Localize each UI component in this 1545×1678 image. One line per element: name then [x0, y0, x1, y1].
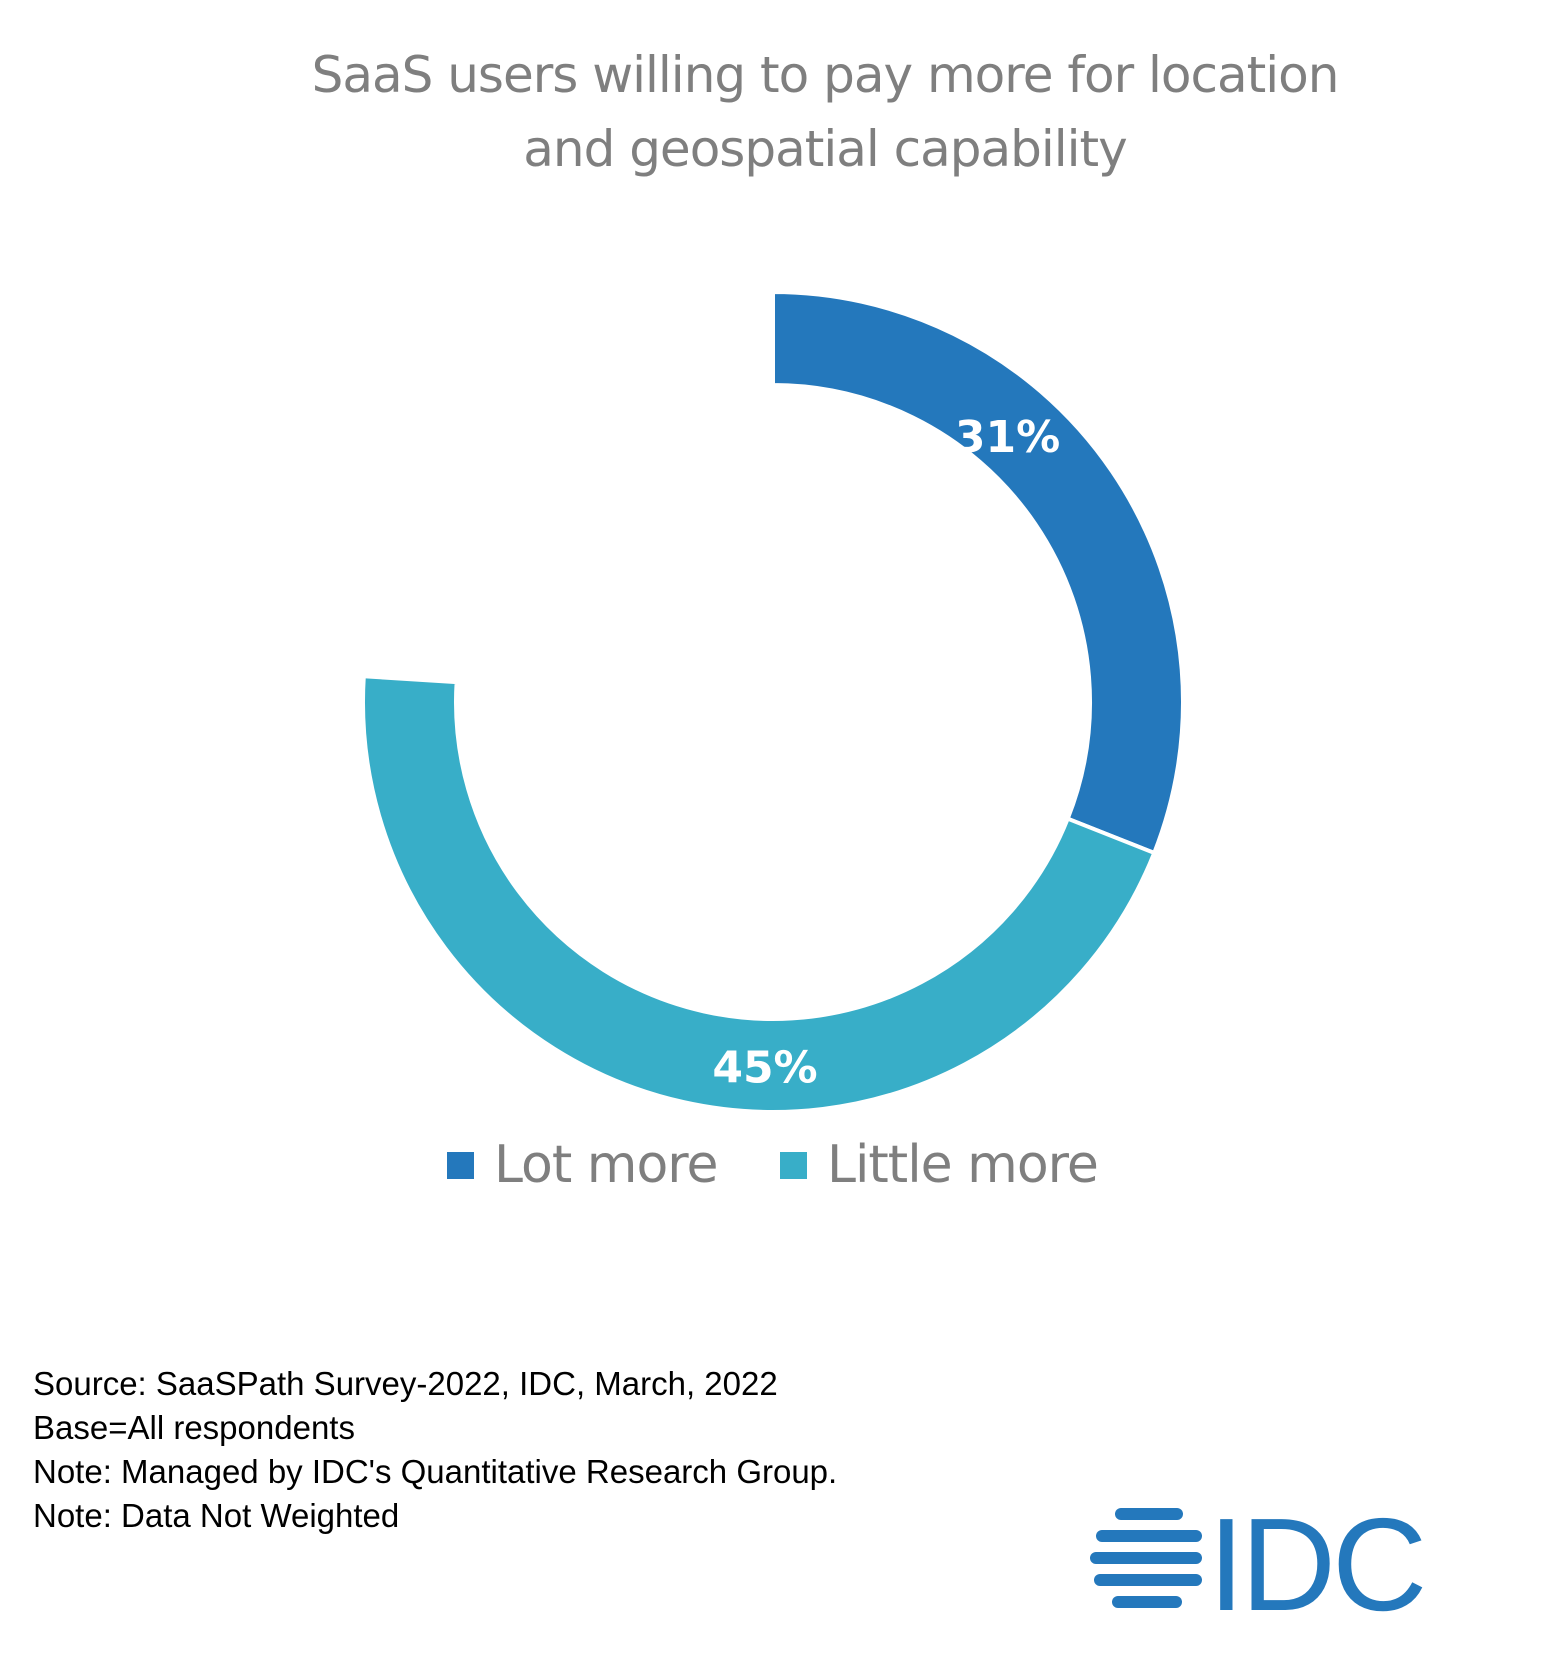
idc-logo: IDC: [1090, 1500, 1427, 1620]
chart-title-line-1: SaaS users willing to pay more for locat…: [311, 46, 1340, 104]
chart-title-line-2: and geospatial capability: [523, 120, 1128, 178]
legend-item-lot-more: Lot more: [447, 1130, 718, 1200]
chart-title: SaaS users willing to pay more for locat…: [180, 38, 1470, 186]
donut-slice-little-more: [361, 674, 1157, 1114]
chart-legend: Lot more Little more: [0, 1130, 1545, 1200]
note-line-2: Note: Data Not Weighted: [33, 1497, 400, 1534]
legend-label-lot-more: Lot more: [494, 1135, 718, 1195]
note-line-1: Note: Managed by IDC's Quantitative Rese…: [33, 1453, 838, 1490]
data-label-little-more: 45%: [712, 1042, 817, 1093]
legend-label-little-more: Little more: [827, 1135, 1099, 1195]
donut-slice-lot-more: [771, 289, 1185, 856]
base-line: Base=All respondents: [33, 1409, 355, 1446]
donut-data-labels: 31% 45%: [712, 412, 1060, 1094]
idc-globe-icon: [1090, 1508, 1202, 1608]
legend-swatch-lot-more: [447, 1151, 474, 1179]
idc-logo-text: IDC: [1208, 1500, 1423, 1620]
legend-swatch-little-more: [780, 1151, 807, 1179]
legend-item-little-more: Little more: [780, 1130, 1099, 1200]
donut-slices: [361, 289, 1185, 1114]
data-label-lot-more: 31%: [955, 412, 1060, 463]
source-line: Source: SaaSPath Survey-2022, IDC, March…: [33, 1365, 778, 1402]
source-notes: Source: SaaSPath Survey-2022, IDC, March…: [33, 1362, 837, 1538]
